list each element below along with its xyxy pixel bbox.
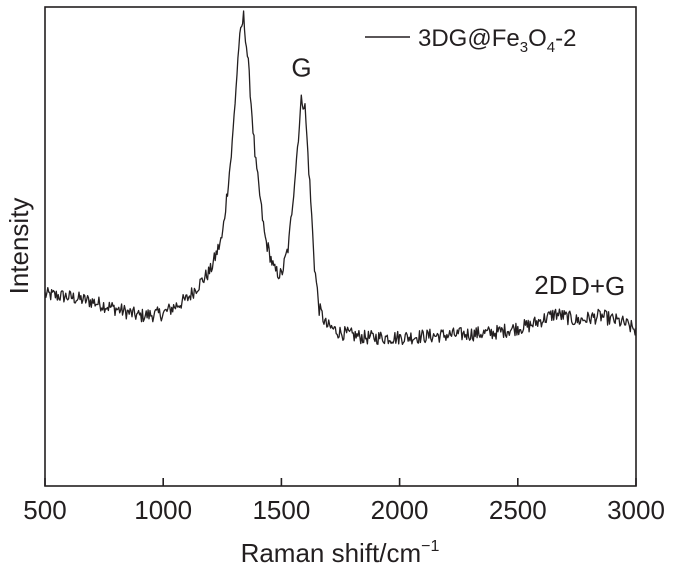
annotation-2d: 2D bbox=[534, 270, 567, 300]
x-tick-label-2500: 2500 bbox=[489, 495, 547, 525]
x-axis-label: Raman shift/cm−1 bbox=[241, 538, 440, 568]
annotation-d: D bbox=[234, 0, 253, 1]
x-axis-ticks bbox=[44, 478, 637, 486]
legend-label-part-1: 3DG@Fe bbox=[418, 25, 520, 52]
x-tick-label-1500: 1500 bbox=[252, 495, 310, 525]
x-axis-label-superscript: −1 bbox=[421, 538, 439, 555]
series-line bbox=[44, 10, 637, 346]
plot-frame bbox=[44, 6, 637, 487]
y-axis-label: Intensity bbox=[4, 198, 34, 295]
annotation-d-plus-g: D+G bbox=[571, 271, 625, 301]
x-tick-label-2000: 2000 bbox=[371, 495, 429, 525]
x-axis-tick-labels: 500 1000 1500 2000 2500 3000 bbox=[23, 495, 665, 525]
x-tick-label-500: 500 bbox=[23, 495, 66, 525]
legend-label-sub-2: 4 bbox=[547, 39, 555, 56]
legend-label: 3DG@Fe3O4-2 bbox=[418, 25, 576, 56]
peak-annotations: D G 2DD+G bbox=[234, 0, 625, 301]
annotation-g: G bbox=[291, 52, 311, 82]
x-tick-label-1000: 1000 bbox=[134, 495, 192, 525]
x-axis-label-text: Raman shift/cm bbox=[241, 538, 422, 568]
legend-label-part-2: O bbox=[528, 25, 547, 52]
legend: 3DG@Fe3O4-2 bbox=[365, 25, 576, 56]
legend-label-sub-1: 3 bbox=[520, 39, 528, 56]
legend-label-part-3: -2 bbox=[555, 25, 576, 52]
x-tick-label-3000: 3000 bbox=[607, 495, 665, 525]
